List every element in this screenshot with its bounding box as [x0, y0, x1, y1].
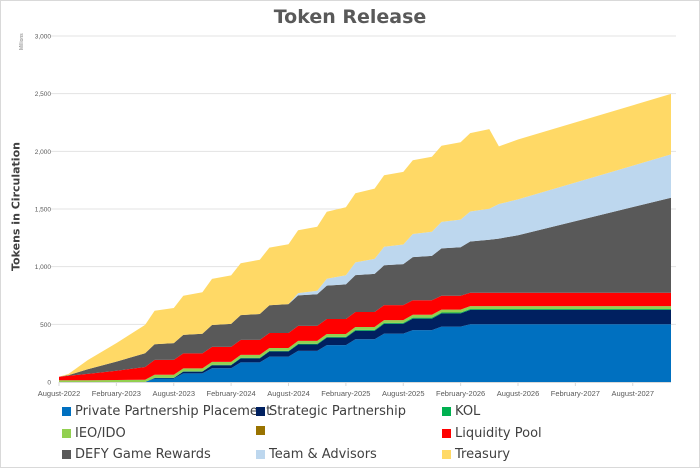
x-tick-label: August-2025 — [382, 389, 425, 398]
legend-swatch — [62, 450, 71, 459]
chart-plot: 0 500 1,000 1,500 2,000 2,500 3,000 August-2022… — [35, 34, 676, 398]
legend-swatch — [62, 407, 71, 416]
legend-label: DEFY Game Rewards — [75, 447, 211, 462]
legend-label: KOL — [455, 404, 481, 419]
area-strategic-partnership — [59, 309, 671, 382]
legend-item: Treasury — [442, 447, 510, 462]
x-tick-label: February-2027 — [551, 389, 600, 398]
y-tick-label: 500 — [40, 322, 51, 329]
legend-swatch — [62, 429, 71, 438]
area-private-partnership-placement — [59, 324, 671, 382]
x-tick-label: August-2024 — [267, 389, 310, 398]
x-tick-label: August-2022 — [38, 389, 81, 398]
y-tick-label: 1,500 — [35, 207, 52, 214]
legend-item: Strategic Partnership — [256, 404, 406, 419]
legend-item: Team & Advisors — [256, 447, 377, 462]
x-tick-label: August-2027 — [611, 389, 654, 398]
legend-swatch — [442, 407, 451, 416]
legend-item: KOL — [442, 404, 480, 419]
legend-label: Liquidity Pool — [455, 426, 542, 441]
legend-label: Strategic Partnership — [269, 404, 407, 419]
y-tick-label: 2,500 — [35, 91, 52, 98]
x-tick-label: February-2025 — [321, 389, 370, 398]
area-liquidity-pool — [59, 292, 671, 381]
legend-label: Private Partnership Placement — [75, 404, 272, 419]
area-series — [59, 93, 671, 382]
x-tick-label: August-2026 — [497, 389, 540, 398]
axes: 0 500 1,000 1,500 2,000 2,500 3,000 August-2022… — [35, 34, 671, 398]
area-treasury — [59, 93, 671, 377]
chart-title: Token Release — [273, 6, 427, 28]
x-tick-label: August-2023 — [152, 389, 195, 398]
y-tick-label: 0 — [47, 380, 51, 387]
area-team-advisors — [59, 154, 671, 377]
y-tick-label: 2,000 — [35, 149, 52, 156]
x-tick-label: February-2024 — [207, 389, 256, 398]
legend-swatch — [256, 407, 265, 416]
y-tick-label: 1,000 — [35, 264, 52, 271]
legend-swatch — [256, 450, 265, 459]
x-tick-label: February-2026 — [436, 389, 485, 398]
legend-label: Team & Advisors — [269, 447, 377, 462]
legend-swatch — [442, 429, 451, 438]
legend-item: IEO/IDO — [62, 426, 126, 441]
area-ieo-ido — [59, 306, 671, 382]
legend-label: Treasury — [455, 447, 511, 462]
legend-item: Private Partnership Placement — [62, 404, 271, 419]
legend-item: Liquidity Pool — [442, 426, 542, 441]
legend-swatch — [442, 450, 451, 459]
legend-swatch — [256, 426, 265, 435]
area-defy-game-rewards — [59, 197, 671, 377]
legend-item: DEFY Game Rewards — [62, 447, 211, 462]
y-tick-label: 3,000 — [35, 34, 52, 41]
legend-item — [256, 426, 269, 435]
legend-label: IEO/IDO — [75, 426, 126, 441]
x-tick-label: February-2023 — [92, 389, 141, 398]
